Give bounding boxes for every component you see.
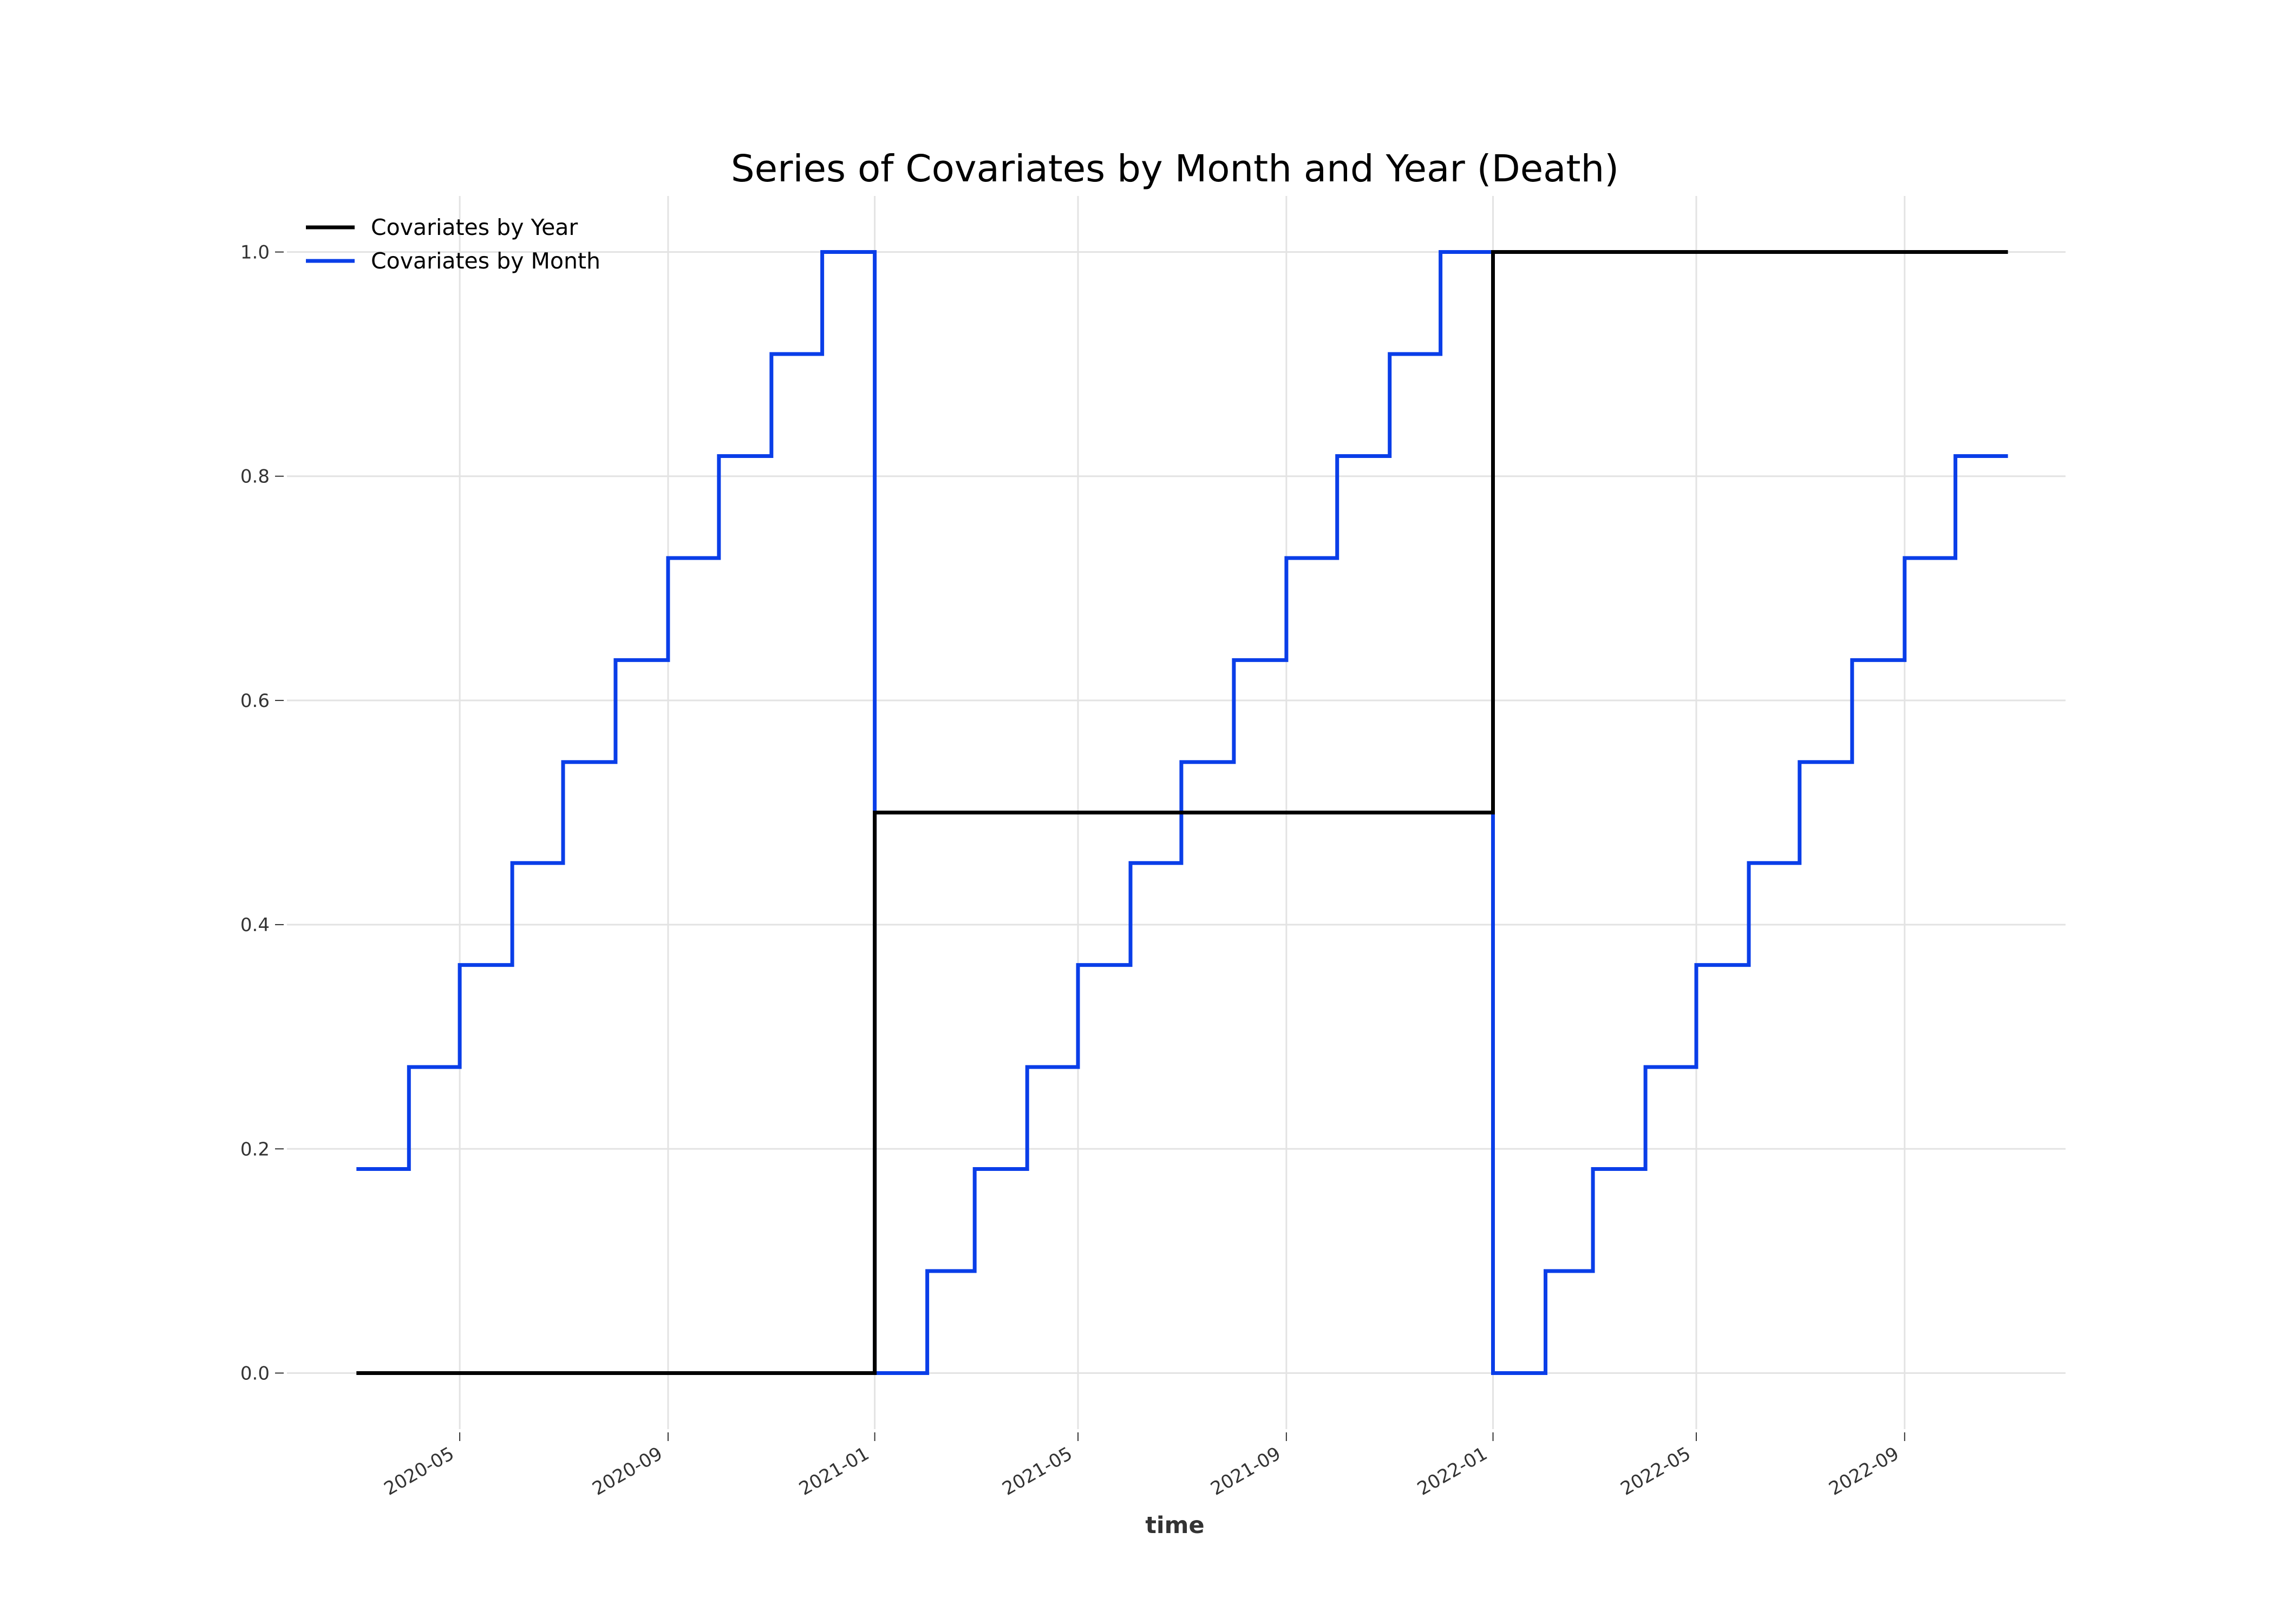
series-line-year bbox=[356, 250, 2008, 1375]
y-axis-ticks: 0.0 0.2 0.4 0.6 0.8 1.0 bbox=[240, 242, 284, 1384]
legend-label: Covariates by Year bbox=[371, 214, 578, 240]
y-tick-label: 0.6 bbox=[240, 690, 270, 712]
x-axis-label: time bbox=[1145, 1512, 1204, 1539]
chart-title: Series of Covariates by Month and Year (… bbox=[731, 147, 1619, 191]
x-tick-label: 2020-09 bbox=[589, 1443, 666, 1500]
legend-label: Covariates by Month bbox=[371, 248, 600, 274]
x-tick-label: 2021-05 bbox=[999, 1443, 1076, 1500]
y-tick-label: 0.2 bbox=[240, 1138, 270, 1160]
y-tick-label: 0.8 bbox=[240, 466, 270, 488]
x-axis-ticks: 2020-05 2020-09 2021-01 2021-05 2021-09 2022-… bbox=[381, 1432, 1905, 1500]
x-tick-label: 2022-09 bbox=[1825, 1443, 1903, 1500]
legend: Covariates by Year Covariates by Month bbox=[306, 214, 600, 274]
y-tick-label: 0.0 bbox=[240, 1363, 270, 1384]
x-tick-label: 2020-05 bbox=[381, 1443, 458, 1500]
x-tick-label: 2021-09 bbox=[1207, 1443, 1284, 1500]
x-tick-label: 2022-05 bbox=[1617, 1443, 1694, 1500]
y-tick-label: 1.0 bbox=[240, 242, 270, 264]
x-tick-label: 2021-01 bbox=[795, 1443, 873, 1500]
y-tick-label: 0.4 bbox=[240, 914, 270, 936]
series-layer bbox=[356, 250, 2008, 1375]
x-tick-label: 2022-01 bbox=[1414, 1443, 1491, 1500]
